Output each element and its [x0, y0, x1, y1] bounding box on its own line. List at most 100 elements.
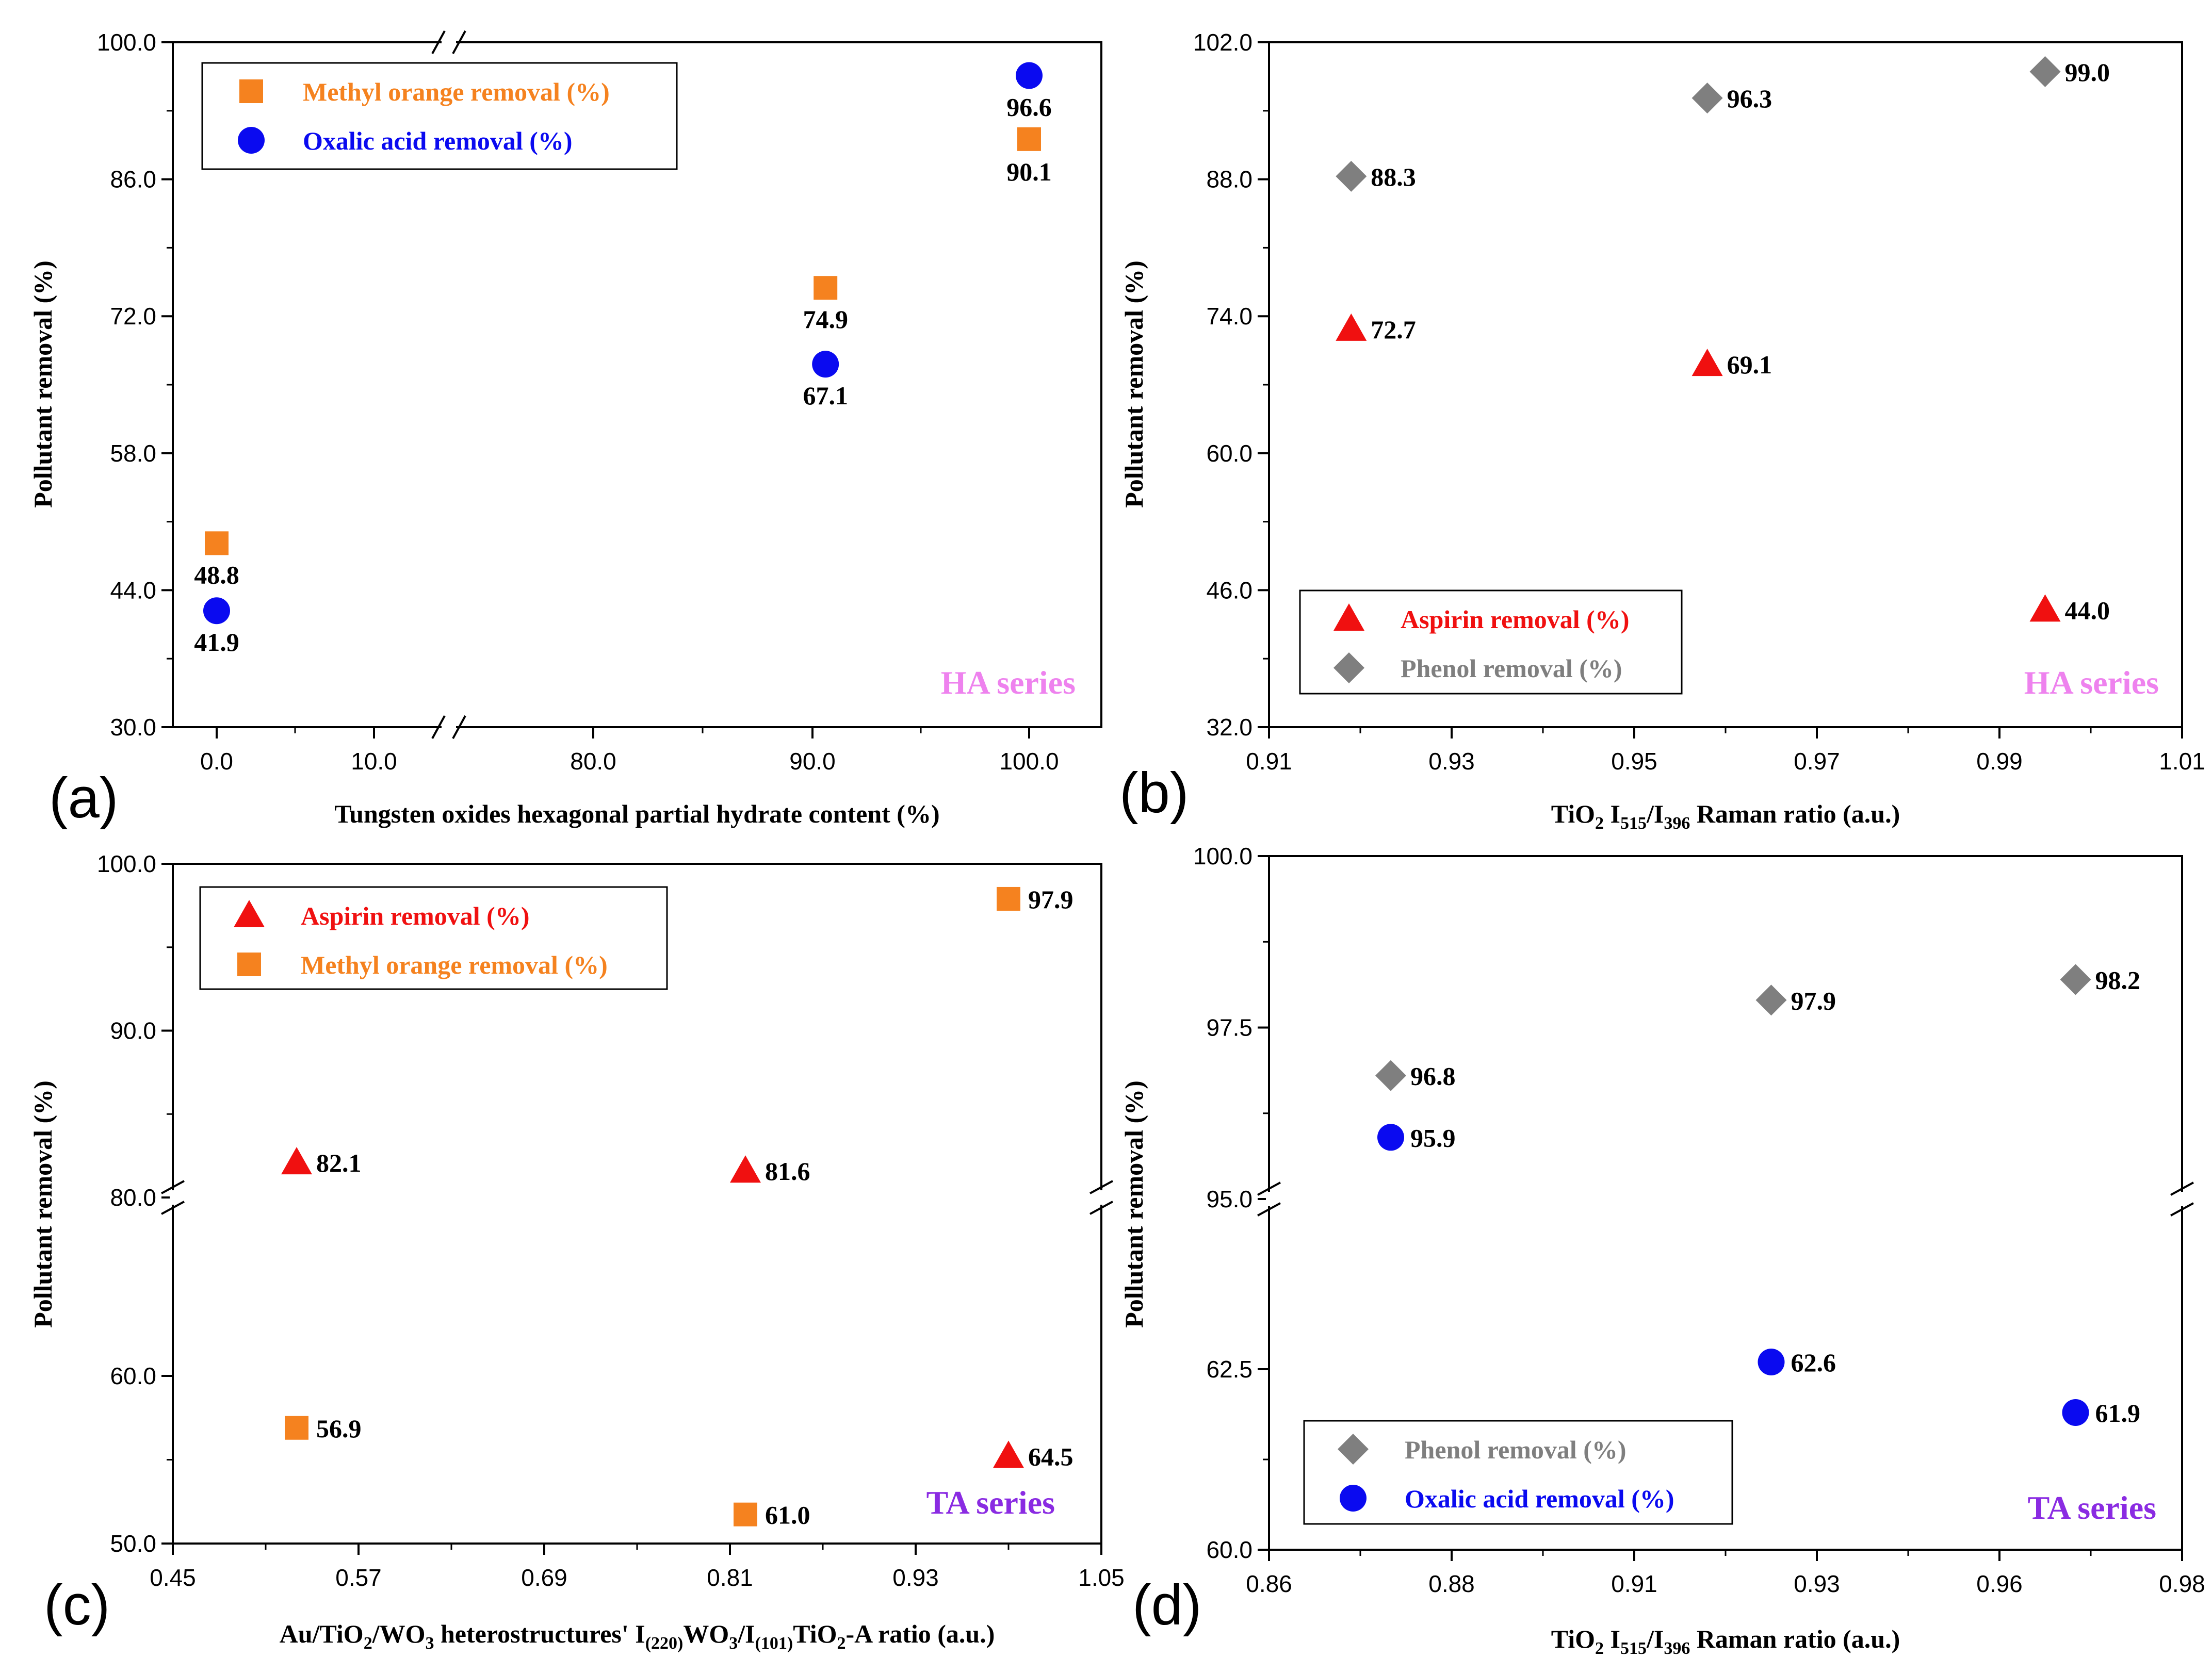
y-tick-label: 100.0 [1193, 843, 1253, 869]
data-point [1755, 984, 1787, 1016]
data-label: 97.9 [1791, 986, 1836, 1015]
x-axis-ticks: 0.86 0.88 0.91 0.93 0.96 0.98 [1246, 1550, 2205, 1597]
y-tick-label: 72.0 [110, 303, 156, 330]
data-label: 82.1 [316, 1148, 362, 1177]
x-tick-label: 0.88 [1428, 1570, 1475, 1597]
y-axis-label: Pollutant removal (%) [28, 1080, 57, 1328]
x-tick-label: 0.45 [150, 1564, 196, 1591]
data-point [1375, 1060, 1406, 1091]
data-label: 41.9 [194, 628, 239, 657]
x-tick-label: 1.05 [1078, 1564, 1125, 1591]
legend-label: Oxalic acid removal (%) [1405, 1484, 1674, 1513]
x-tick-label: 0.86 [1246, 1570, 1292, 1597]
x-tick-label: 0.99 [1976, 748, 2023, 775]
data-label: 97.9 [1028, 885, 1074, 914]
data-point [993, 1440, 1024, 1468]
y-tick-label: 95.0 [1206, 1186, 1253, 1212]
data-label: 81.6 [765, 1157, 810, 1186]
y-tick-label: 60.0 [1206, 1536, 1253, 1563]
y-tick-label: 86.0 [110, 166, 156, 193]
data-label: 72.7 [1371, 315, 1416, 344]
y-tick-label: 62.5 [1206, 1356, 1253, 1383]
legend-marker [238, 127, 265, 154]
y-axis-ticks: 50.0 60.0 80.0 90.0 100.0 [97, 850, 173, 1557]
legend-box [1303, 1420, 1733, 1525]
x-tick-label: 1.01 [2159, 748, 2205, 775]
data-label: 96.3 [1727, 84, 1772, 113]
x-tick-label: 80.0 [570, 748, 616, 775]
data-label: 98.2 [2095, 965, 2141, 994]
legend-box [1299, 589, 1683, 695]
legend-marker [1333, 652, 1364, 683]
legend-label: Phenol removal (%) [1401, 654, 1622, 683]
x-tick-label: 0.93 [892, 1564, 939, 1591]
panel-letter: (c) [44, 1573, 110, 1637]
series-tag: TA series [2028, 1489, 2156, 1526]
legend-label: Aspirin removal (%) [1401, 605, 1629, 634]
x-tick-label: 0.57 [335, 1564, 382, 1591]
panel-letter: (d) [1132, 1573, 1201, 1637]
series-tag: HA series [2024, 664, 2159, 701]
data-label: 61.0 [765, 1501, 810, 1530]
y-tick-label: 32.0 [1206, 714, 1253, 741]
y-tick-label: 88.0 [1206, 166, 1253, 193]
legend-marker [1340, 1485, 1367, 1512]
x-axis-break [431, 715, 466, 739]
legend-label: Methyl orange removal (%) [303, 77, 610, 106]
y-axis-ticks: 32.0 46.0 60.0 74.0 88.0 102.0 [1193, 29, 1269, 741]
data-point [1336, 160, 1367, 192]
panel-d: 0.86 0.88 0.91 0.93 0.96 0.98 60.0 62.5 95.0 97.5… [1119, 843, 2205, 1658]
data-label: 96.6 [1006, 93, 1052, 122]
x-axis-break-top [431, 30, 466, 54]
x-axis-ticks: 0.0 10.0 80.0 90.0 100.0 [200, 727, 1059, 775]
x-tick-label: 0.97 [1794, 748, 1840, 775]
y-axis-break-right [1089, 1180, 1113, 1215]
x-tick-label: 0.96 [1976, 1570, 2023, 1597]
y-tick-label: 102.0 [1193, 29, 1253, 56]
x-tick-label: 0.98 [2159, 1570, 2205, 1597]
data-point [1336, 313, 1367, 341]
x-tick-label: 0.95 [1611, 748, 1657, 775]
y-axis-label: Pollutant removal (%) [28, 260, 57, 508]
data-point [281, 1147, 312, 1175]
data-label: 48.8 [194, 560, 239, 589]
data-point [814, 276, 838, 300]
series-aspirin: 72.7 69.1 44.0 [1336, 313, 2110, 625]
data-point [1691, 83, 1723, 114]
y-tick-label: 46.0 [1206, 577, 1253, 603]
y-axis-ticks: 60.0 62.5 95.0 97.5 100.0 [1193, 843, 1269, 1563]
data-point [2060, 964, 2091, 995]
legend-label: Aspirin removal (%) [301, 901, 529, 930]
data-point [2029, 56, 2061, 87]
y-axis-break [161, 1180, 185, 1215]
data-label: 74.9 [803, 305, 848, 334]
x-tick-label: 0.91 [1611, 1570, 1657, 1597]
legend: Phenol removal (%) Oxalic acid removal (%… [1303, 1420, 1733, 1525]
x-tick-label: 0.69 [521, 1564, 567, 1591]
data-point [997, 887, 1020, 911]
y-axis-break [1257, 1181, 1281, 1217]
data-point [812, 351, 839, 378]
legend-box [201, 62, 678, 170]
x-tick-label: 0.93 [1794, 1570, 1840, 1597]
data-label: 99.0 [2065, 58, 2110, 87]
y-tick-label: 50.0 [110, 1530, 156, 1557]
y-tick-label: 44.0 [110, 577, 156, 603]
x-axis-label: Tungsten oxides hexagonal partial hydrat… [334, 799, 939, 828]
data-point [205, 531, 229, 555]
data-label: 88.3 [1371, 162, 1416, 191]
data-point [1377, 1124, 1404, 1151]
data-label: 62.6 [1791, 1348, 1836, 1377]
series-phenol: 96.8 97.9 98.2 [1375, 964, 2140, 1091]
data-point [2029, 594, 2061, 622]
y-tick-label: 30.0 [110, 714, 156, 741]
y-axis-ticks: 30.0 44.0 58.0 72.0 86.0 100.0 [97, 29, 173, 741]
data-label: 96.8 [1410, 1062, 1456, 1091]
series-phenol: 88.3 96.3 99.0 [1336, 56, 2110, 192]
series-oxalic_acid: 95.9 62.6 61.9 [1377, 1123, 2140, 1427]
y-tick-label: 80.0 [110, 1184, 156, 1211]
y-axis-label: Pollutant removal (%) [1119, 1080, 1148, 1328]
x-tick-label: 90.0 [789, 748, 836, 775]
legend: Aspirin removal (%) Methyl orange removal… [199, 886, 668, 990]
panel-a: 0.0 10.0 80.0 90.0 100.0 30.0 44.0 58.0 72.0 86.0… [28, 29, 1102, 830]
